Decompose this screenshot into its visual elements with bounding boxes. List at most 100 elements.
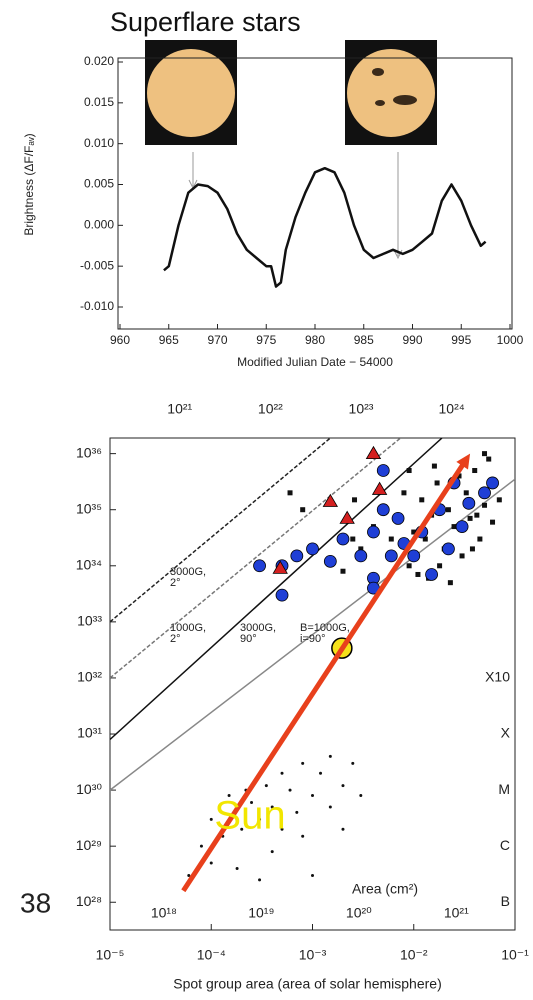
flare-point (388, 536, 394, 542)
flare-point (463, 490, 469, 496)
x-tick-label: 10⁻³ (299, 947, 327, 963)
x-tick-label: 970 (207, 333, 227, 347)
sun-flare-point (264, 784, 268, 788)
red-arrow (181, 460, 467, 893)
y-tick-label: 10³⁴ (76, 556, 102, 572)
sun-flare-point (258, 817, 262, 821)
area-tick-label: 10¹⁹ (248, 905, 274, 921)
superflare-triangle (322, 493, 339, 507)
x-tick-label: 980 (305, 333, 325, 347)
goes-class-label: M (498, 781, 510, 797)
flare-point (482, 502, 488, 508)
flare-point (401, 490, 407, 496)
superflare-point (367, 525, 380, 539)
superflare-point (442, 542, 455, 556)
sun-flare-point (319, 771, 323, 775)
y-tick-label: 10²⁹ (76, 837, 102, 853)
sun-flare-point (341, 784, 345, 788)
x-tick-label: 965 (159, 333, 179, 347)
area-tick-label: 10²⁰ (346, 905, 372, 921)
flare-point (467, 515, 473, 521)
x-tick-label: 10⁻² (400, 947, 428, 963)
flare-point (300, 507, 306, 513)
model-line-label: 3000G, (240, 622, 276, 634)
superflare-point (306, 542, 319, 556)
model-line-label: i=90° (300, 633, 326, 645)
goes-class-label: X (501, 725, 511, 741)
goes-class-label: C (500, 837, 510, 853)
flare-point (437, 563, 443, 569)
superflare-point (425, 568, 438, 581)
y-axis-label: Brightness (ΔF/Fₐᵥ) (22, 133, 36, 235)
sun-flare-point (341, 827, 345, 831)
flare-point (482, 451, 488, 457)
sun-flare-point (359, 794, 363, 798)
superflare-triangle (371, 481, 388, 495)
superflare-point (253, 559, 266, 573)
x-tick-label: 10⁻⁵ (96, 947, 125, 963)
sunspot (393, 95, 417, 105)
sun-image (147, 49, 235, 137)
sun-flare-point (311, 794, 314, 798)
sun-flare-point (328, 754, 332, 758)
flare-point (411, 529, 417, 535)
x-tick-label: 975 (256, 333, 276, 347)
sun-flare-point (199, 844, 203, 848)
model-line (110, 438, 401, 679)
flare-point (469, 546, 475, 552)
x-tick-label: 995 (451, 333, 471, 347)
flare-point (358, 546, 364, 552)
superflare-point (455, 520, 469, 533)
flare-point (472, 468, 478, 474)
flare-point (352, 497, 358, 503)
flare-point (474, 512, 480, 518)
flare-point (340, 568, 346, 574)
superflare-point (323, 554, 337, 568)
y-tick-label: 10³² (77, 669, 102, 685)
sun-flare-point (187, 873, 191, 877)
sunspot (375, 100, 385, 106)
sun-flare-point (295, 810, 299, 814)
superflare-point (376, 503, 390, 517)
flare-point (477, 536, 483, 542)
flare-point (406, 563, 412, 569)
x-tick-label: 990 (402, 333, 422, 347)
superflare-point (384, 549, 398, 563)
flare-point (456, 473, 462, 479)
superflare-point (391, 511, 405, 525)
superflare-point (290, 549, 304, 563)
sun-flare-point (301, 761, 305, 765)
data-line (163, 166, 487, 288)
superflare-point (486, 476, 499, 490)
sun-flare-point (209, 817, 213, 821)
sun-flare-point (288, 788, 292, 792)
model-line (110, 438, 331, 623)
model-line-label: 1000G, (170, 622, 206, 634)
area-tick-label: 10¹⁸ (151, 905, 177, 921)
flare-point (415, 571, 421, 577)
flare-point (447, 580, 453, 586)
y-tick-label: 10³³ (77, 613, 102, 629)
flare-point (431, 463, 437, 469)
y-tick-label: 0.010 (84, 136, 114, 150)
superflare-triangle (272, 560, 288, 574)
x-tick-label: 10⁻¹ (501, 947, 529, 963)
sun-flare-point (280, 771, 284, 775)
sun-flare-point (209, 861, 213, 865)
goes-class-label: B (501, 893, 510, 909)
sun-flare-point (280, 827, 284, 831)
y-tick-label: 0.005 (84, 177, 114, 191)
sun-label: Sun (214, 794, 285, 838)
sun-image (347, 49, 435, 137)
y-tick-label: 10³⁶ (76, 444, 102, 460)
red-arrow-head (456, 453, 471, 470)
superflare-point (376, 464, 390, 477)
top-tick-label: 10²³ (349, 401, 374, 417)
sun-flare-point (328, 805, 332, 809)
model-line-label: 90° (240, 633, 257, 645)
top-tick-label: 10²¹ (167, 401, 192, 417)
area-tick-label: 10²¹ (444, 905, 469, 921)
y-tick-label: 10³¹ (77, 725, 102, 741)
